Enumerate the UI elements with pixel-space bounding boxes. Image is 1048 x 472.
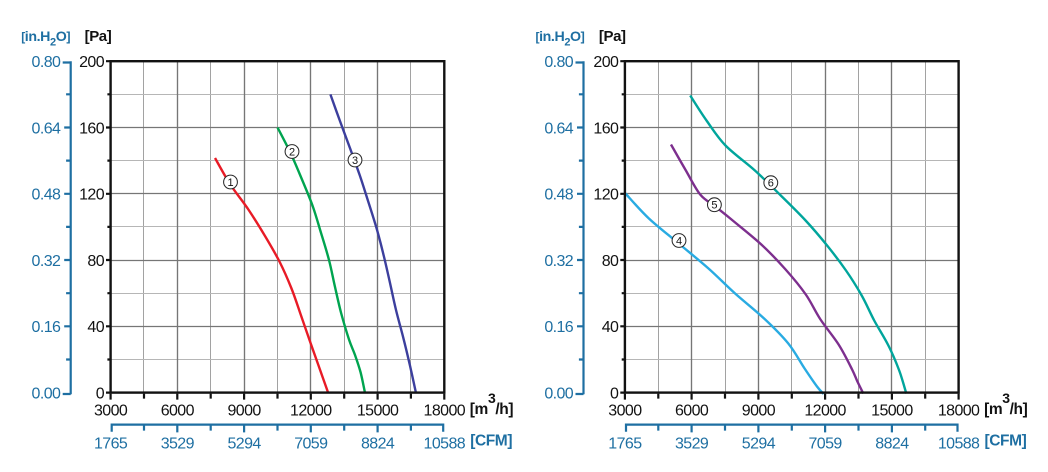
svg-text:6: 6	[768, 178, 774, 190]
svg-text:0.16: 0.16	[544, 319, 573, 336]
svg-text:0.16: 0.16	[32, 319, 61, 336]
svg-text:0.64: 0.64	[32, 120, 61, 137]
svg-text:0.32: 0.32	[32, 253, 61, 270]
svg-text:120: 120	[593, 187, 619, 204]
svg-text:1765: 1765	[608, 436, 642, 453]
svg-text:4: 4	[676, 235, 682, 247]
svg-text:6000: 6000	[161, 402, 195, 419]
svg-text:3529: 3529	[675, 436, 709, 453]
svg-text:8824: 8824	[361, 436, 395, 453]
svg-text:40: 40	[602, 319, 619, 336]
svg-text:9000: 9000	[742, 402, 776, 419]
svg-text:5: 5	[711, 200, 717, 212]
svg-text:0.48: 0.48	[32, 187, 61, 204]
svg-text:2: 2	[289, 146, 295, 158]
svg-text:3000: 3000	[608, 402, 642, 419]
svg-text:[CFM]: [CFM]	[470, 433, 512, 450]
svg-text:[in.H2O]: [in.H2O]	[21, 29, 70, 49]
svg-text:0.48: 0.48	[544, 187, 573, 204]
svg-text:0.64: 0.64	[544, 120, 573, 137]
svg-text:[in.H2O]: [in.H2O]	[536, 29, 585, 49]
svg-text:120: 120	[79, 187, 105, 204]
svg-text:5294: 5294	[227, 436, 261, 453]
svg-text:12000: 12000	[290, 402, 332, 419]
svg-text:[Pa]: [Pa]	[85, 28, 112, 45]
svg-text:160: 160	[79, 120, 105, 137]
svg-text:15000: 15000	[357, 402, 399, 419]
svg-text:10588: 10588	[938, 436, 980, 453]
svg-text:0: 0	[610, 386, 619, 403]
svg-text:0.80: 0.80	[544, 54, 573, 71]
svg-text:0.80: 0.80	[32, 54, 61, 71]
svg-text:80: 80	[87, 253, 104, 270]
svg-text:0.00: 0.00	[544, 386, 573, 403]
svg-text:200: 200	[79, 54, 105, 71]
svg-text:8824: 8824	[875, 436, 909, 453]
svg-text:3000: 3000	[94, 402, 128, 419]
svg-text:10588: 10588	[424, 436, 466, 453]
svg-text:18000: 18000	[938, 402, 980, 419]
svg-text:12000: 12000	[804, 402, 846, 419]
svg-text:3529: 3529	[161, 436, 195, 453]
svg-text:7059: 7059	[294, 436, 328, 453]
svg-text:3: 3	[352, 155, 358, 167]
svg-text:5294: 5294	[742, 436, 776, 453]
svg-text:[CFM]: [CFM]	[985, 433, 1027, 450]
svg-text:7059: 7059	[808, 436, 842, 453]
svg-text:0.32: 0.32	[544, 253, 573, 270]
svg-text:15000: 15000	[871, 402, 913, 419]
svg-text:0: 0	[96, 386, 105, 403]
svg-text:1765: 1765	[94, 436, 128, 453]
svg-text:18000: 18000	[424, 402, 466, 419]
svg-text:6000: 6000	[675, 402, 709, 419]
svg-text:40: 40	[87, 319, 104, 336]
svg-text:9000: 9000	[227, 402, 261, 419]
svg-text:0.00: 0.00	[32, 386, 61, 403]
svg-text:160: 160	[593, 120, 619, 137]
svg-text:1: 1	[227, 177, 233, 189]
svg-text:[Pa]: [Pa]	[599, 28, 626, 45]
svg-text:200: 200	[593, 54, 619, 71]
svg-text:80: 80	[602, 253, 619, 270]
